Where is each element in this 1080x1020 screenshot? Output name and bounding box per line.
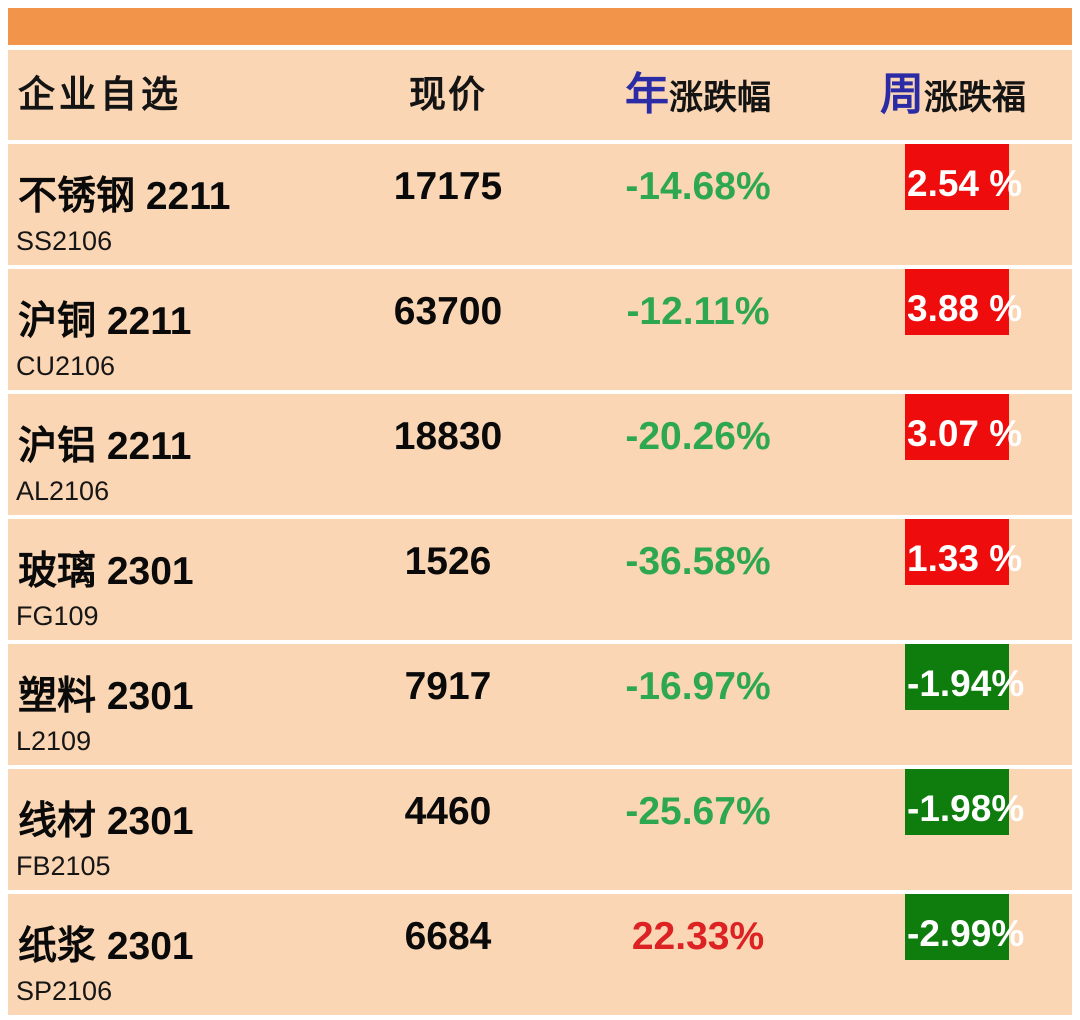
contract-name: 纸浆 2301 bbox=[18, 925, 194, 968]
year-change-value: -20.26% bbox=[625, 415, 771, 458]
watchlist-table: 企业自选 现价 年涨跌幅 周涨跌福 不锈钢 2211 SS2106 17175 … bbox=[8, 50, 1072, 1019]
current-price: 63700 bbox=[393, 290, 503, 333]
watchlist-row[interactable]: 塑料 2301 L2109 7917 -16.97% -1.94% bbox=[8, 644, 1072, 765]
watchlist-rows: 不锈钢 2211 SS2106 17175 -14.68% 2.54 % 沪铜 … bbox=[8, 144, 1072, 1015]
watchlist-row[interactable]: 玻璃 2301 FG109 1526 -36.58% 1.33 % bbox=[8, 519, 1072, 640]
contract-code: AL2106 bbox=[16, 476, 110, 506]
week-change-badge: 2.54 % bbox=[905, 144, 1022, 210]
year-change-value: -14.68% bbox=[625, 165, 771, 208]
week-change-badge: 3.07 % bbox=[905, 394, 1022, 460]
current-price: 4460 bbox=[404, 790, 492, 833]
header-price-column: 现价 bbox=[409, 74, 487, 115]
watchlist-row[interactable]: 不锈钢 2211 SS2106 17175 -14.68% 2.54 % bbox=[8, 144, 1072, 265]
header-week-change-column: 周涨跌福 bbox=[838, 50, 1068, 140]
header-year-suffix: 涨跌幅 bbox=[669, 79, 771, 117]
current-price: 6684 bbox=[404, 915, 492, 958]
header-year-change-column: 年涨跌幅 bbox=[568, 50, 828, 140]
header-year-prefix: 年 bbox=[625, 70, 669, 119]
contract-name: 线材 2301 bbox=[18, 800, 194, 843]
contract-name: 玻璃 2301 bbox=[18, 550, 194, 593]
contract-name: 不锈钢 2211 bbox=[18, 175, 231, 218]
contract-code: SS2106 bbox=[16, 226, 113, 256]
current-price: 1526 bbox=[404, 540, 492, 583]
contract-code: FG109 bbox=[16, 601, 99, 631]
title-bar bbox=[8, 8, 1072, 45]
year-change-value: -25.67% bbox=[625, 790, 771, 833]
current-price: 18830 bbox=[393, 415, 503, 458]
contract-name: 塑料 2301 bbox=[18, 675, 194, 718]
contract-code: CU2106 bbox=[16, 351, 116, 381]
header-company-column: 企业自选 bbox=[18, 74, 182, 115]
week-change-badge: 3.88 % bbox=[905, 269, 1022, 335]
current-price: 17175 bbox=[393, 165, 503, 208]
header-week-suffix: 涨跌福 bbox=[924, 79, 1026, 117]
year-change-value: -36.58% bbox=[625, 540, 771, 583]
contract-code: SP2106 bbox=[16, 976, 113, 1006]
watchlist-row[interactable]: 沪铝 2211 AL2106 18830 -20.26% 3.07 % bbox=[8, 394, 1072, 515]
contract-name: 沪铝 2211 bbox=[18, 425, 192, 468]
contract-name: 沪铜 2211 bbox=[18, 300, 192, 343]
watchlist-row[interactable]: 纸浆 2301 SP2106 6684 22.33% -2.99% bbox=[8, 894, 1072, 1015]
watchlist-row[interactable]: 沪铜 2211 CU2106 63700 -12.11% 3.88 % bbox=[8, 269, 1072, 390]
watchlist-row[interactable]: 线材 2301 FB2105 4460 -25.67% -1.98% bbox=[8, 769, 1072, 890]
week-change-badge: 1.33 % bbox=[905, 519, 1022, 585]
header-week-prefix: 周 bbox=[880, 70, 924, 119]
year-change-value: -16.97% bbox=[625, 665, 771, 708]
week-change-badge: -2.99% bbox=[905, 894, 1024, 960]
week-change-badge: -1.98% bbox=[905, 769, 1024, 835]
week-change-badge: -1.94% bbox=[905, 644, 1024, 710]
contract-code: FB2105 bbox=[16, 851, 111, 881]
year-change-value: 22.33% bbox=[631, 915, 765, 958]
year-change-value: -12.11% bbox=[626, 290, 770, 333]
table-header-row: 企业自选 现价 年涨跌幅 周涨跌福 bbox=[8, 50, 1072, 140]
current-price: 7917 bbox=[404, 665, 492, 708]
contract-code: L2109 bbox=[16, 726, 92, 756]
